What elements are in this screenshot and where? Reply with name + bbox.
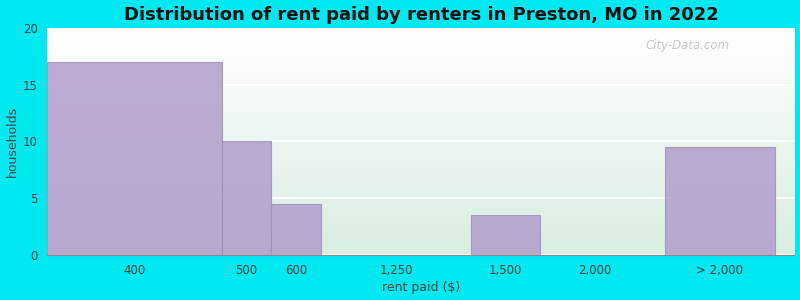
Bar <box>47 62 222 255</box>
Y-axis label: households: households <box>6 106 18 177</box>
Bar <box>222 141 271 255</box>
Bar <box>271 204 322 255</box>
X-axis label: rent paid ($): rent paid ($) <box>382 281 460 294</box>
Bar <box>470 215 541 255</box>
Title: Distribution of rent paid by renters in Preston, MO in 2022: Distribution of rent paid by renters in … <box>123 6 718 24</box>
Text: City-Data.com: City-Data.com <box>645 39 729 52</box>
Bar <box>665 147 774 255</box>
